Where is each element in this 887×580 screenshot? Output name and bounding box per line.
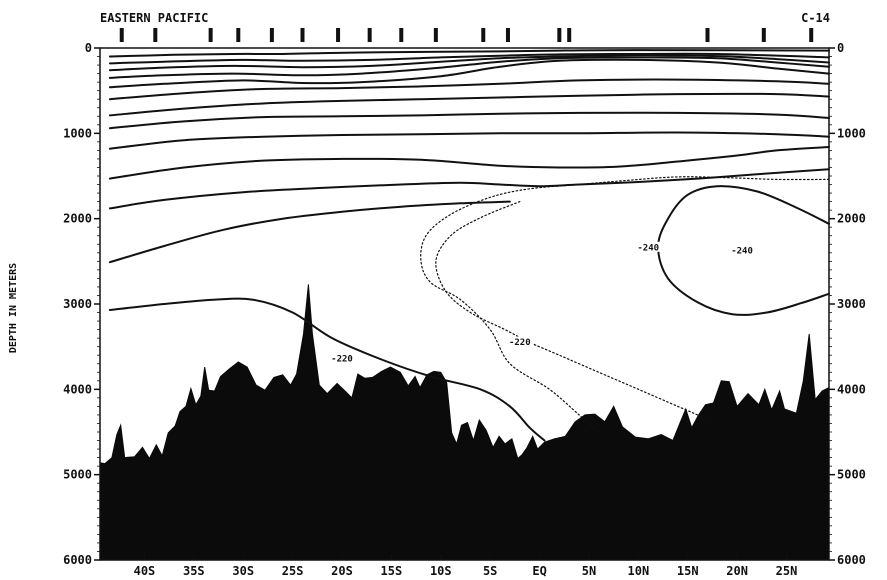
y-tick-label-left: 5000 [63, 468, 92, 482]
station-marker [761, 28, 766, 42]
contour-line [108, 168, 830, 210]
y-tick-label-right: 5000 [837, 468, 866, 482]
x-tick-label: 10N [628, 564, 650, 578]
contour-label-mask [635, 241, 662, 252]
y-tick-label-left: 2000 [63, 212, 92, 226]
station-marker [433, 28, 438, 42]
station-marker [236, 28, 241, 42]
dotted-contour-line [420, 176, 830, 433]
contour-line [108, 56, 830, 79]
seafloor-bathymetry [99, 284, 830, 561]
x-tick-label: 15S [381, 564, 403, 578]
contour-label-layer: -240 -240 -220 -220 [329, 241, 756, 364]
x-tick-label: 35S [183, 564, 205, 578]
x-tick-label: 5S [483, 564, 497, 578]
x-tick-label: 20N [726, 564, 748, 578]
station-marker [367, 28, 372, 42]
x-tick-label: 15N [677, 564, 699, 578]
y-tick-label-right: 2000 [837, 212, 866, 226]
y-tick-label-right: 3000 [837, 297, 866, 311]
x-tick-label: 25N [776, 564, 798, 578]
station-marker [336, 28, 341, 42]
x-tick-label: EQ [532, 564, 546, 578]
station-marker [208, 28, 213, 42]
x-tick-label: 5N [582, 564, 596, 578]
y-tick-label-left: 3000 [63, 297, 92, 311]
contour-line [108, 49, 830, 58]
chart-title: EASTERN PACIFIC [100, 11, 208, 25]
contour-line [108, 297, 546, 442]
contour-line [108, 146, 830, 180]
contour-line [108, 78, 830, 101]
x-tick-label: 30S [232, 564, 254, 578]
station-marker [300, 28, 305, 42]
y-tick-label-right: 1000 [837, 126, 866, 140]
contour-label: -220 [331, 354, 353, 364]
contour-line [108, 131, 830, 150]
y-tick-label-right: 4000 [837, 382, 866, 396]
bathymetry-layer [99, 284, 830, 561]
dotted-contour-line [435, 201, 709, 420]
y-tick-label-right: 6000 [837, 553, 866, 567]
y-tick-label-left: 6000 [63, 553, 92, 567]
y-tick-label-left: 1000 [63, 126, 92, 140]
station-marker [399, 28, 404, 42]
contour-label-mask [506, 336, 533, 347]
contour-layer [108, 49, 830, 442]
contour-label: -240 [731, 247, 753, 257]
x-tick-label: 40S [134, 564, 156, 578]
x-tick-label: 25S [282, 564, 304, 578]
contour-label: -240 [637, 243, 659, 253]
station-marker [119, 28, 124, 42]
station-marker [809, 28, 814, 42]
x-tick-label: 20S [331, 564, 353, 578]
contour-line [108, 92, 830, 117]
y-tick-label-left: 4000 [63, 382, 92, 396]
station-marker-layer [119, 28, 814, 42]
axis-layer: 0 0 1000 1000 2000 2000 3000 3000 4000 4000 5000 50… [63, 41, 866, 578]
contour-label-mask [329, 352, 356, 363]
station-marker [705, 28, 710, 42]
contour-line [108, 54, 830, 72]
contour-label: -220 [509, 338, 531, 348]
station-marker [153, 28, 158, 42]
y-axis-label: DEPTH IN METERS [8, 263, 19, 353]
contour-label-mask [729, 245, 756, 256]
x-tick-label: 10S [430, 564, 452, 578]
y-tick-label-left: 0 [85, 41, 92, 55]
contour-line [108, 52, 830, 65]
station-marker [481, 28, 486, 42]
contour-line [108, 200, 511, 264]
station-marker [505, 28, 510, 42]
y-tick-label-right: 0 [837, 41, 844, 55]
contour-line [108, 58, 830, 89]
station-marker [557, 28, 562, 42]
station-marker [269, 28, 274, 42]
station-marker [567, 28, 572, 42]
chart-code: C-14 [801, 11, 830, 25]
contour-line [108, 111, 830, 130]
